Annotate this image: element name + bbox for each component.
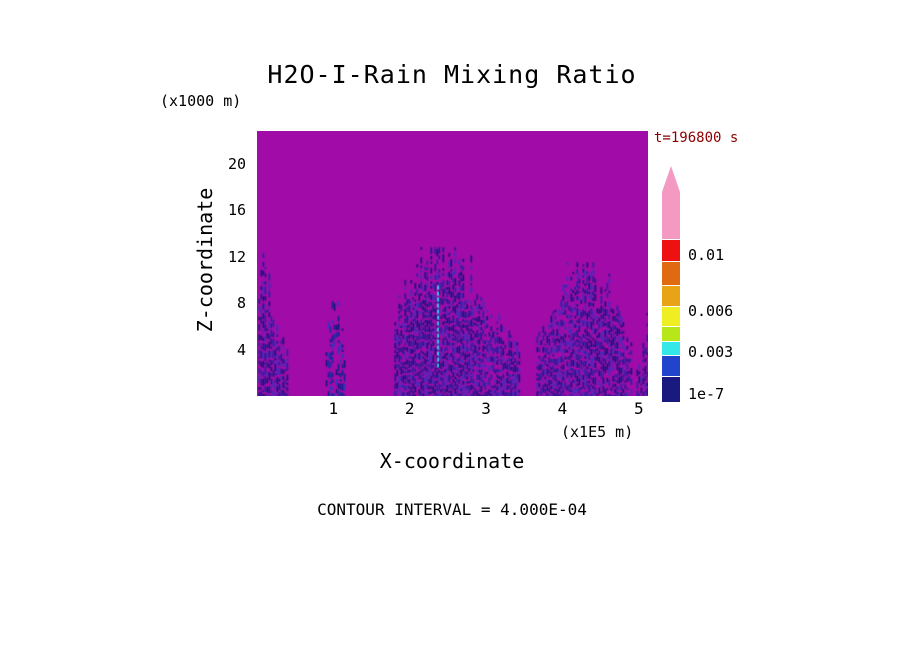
y-tick-label: 8 bbox=[236, 294, 246, 313]
x-tick-label: 4 bbox=[557, 399, 568, 418]
y-tick-label: 12 bbox=[227, 247, 246, 266]
colorbar-segment bbox=[662, 192, 680, 239]
colorbar-segment bbox=[662, 356, 680, 376]
colorbar-segment bbox=[662, 376, 680, 402]
y-axis-unit-label: (x1000 m) bbox=[160, 92, 242, 110]
x-tick-label: 5 bbox=[634, 399, 644, 418]
colorbar-segment bbox=[662, 327, 680, 341]
x-tick-label: 2 bbox=[404, 399, 415, 418]
y-tick-label: 16 bbox=[227, 201, 246, 220]
colorbar-label: 0.003 bbox=[688, 342, 734, 361]
colorbar-label: 0.01 bbox=[688, 246, 725, 264]
x-tick-label: 1 bbox=[328, 399, 339, 418]
x-axis-title: X-coordinate bbox=[379, 449, 525, 473]
x-axis-unit-label: (x1E5 m) bbox=[561, 423, 634, 441]
colorbar-arrow-icon bbox=[662, 166, 680, 192]
x-tick-label: 3 bbox=[481, 399, 491, 418]
colorbar bbox=[662, 192, 680, 402]
plot-area bbox=[257, 131, 648, 396]
colorbar-segment bbox=[662, 239, 680, 261]
chart-title: H2O-I-Rain Mixing Ratio bbox=[267, 60, 637, 89]
colorbar-label: 0.006 bbox=[688, 301, 734, 320]
heatmap-canvas bbox=[257, 131, 648, 396]
colorbar-segment bbox=[662, 341, 680, 356]
contour-interval-note: CONTOUR INTERVAL = 4.000E-04 bbox=[317, 500, 587, 519]
colorbar-segment bbox=[662, 286, 680, 306]
y-tick-label: 20 bbox=[227, 154, 246, 173]
colorbar-segment bbox=[662, 306, 680, 327]
y-tick-label: 4 bbox=[236, 340, 246, 359]
time-label: t=196800 s bbox=[654, 130, 739, 146]
colorbar-segment bbox=[662, 261, 680, 286]
colorbar-label: 1e-7 bbox=[688, 384, 725, 403]
